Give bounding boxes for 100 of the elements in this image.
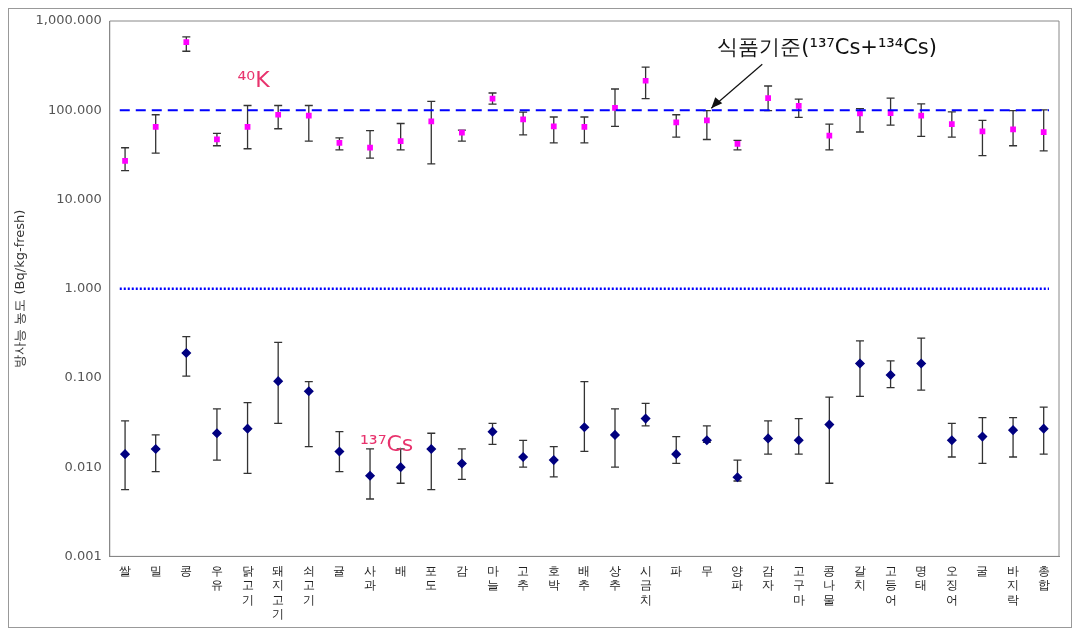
- x-tick-label: 호박: [547, 563, 560, 593]
- point: [885, 370, 896, 380]
- point: [948, 121, 955, 127]
- x-tick-label: 배: [394, 563, 407, 578]
- x-tick-label: 고구마: [792, 563, 805, 607]
- x-tick-label: 명태: [915, 563, 928, 593]
- point: [428, 118, 435, 125]
- x-tick-label: 갈치: [853, 563, 866, 593]
- y-tick-label: 10.000: [56, 190, 102, 206]
- point: [120, 449, 130, 459]
- x-tick-label: 감자: [762, 563, 775, 593]
- x-tick-label: 굴: [976, 563, 989, 578]
- point: [275, 111, 282, 118]
- x-tick-label: 사과: [364, 563, 377, 593]
- x-tick-label: 감: [455, 563, 468, 578]
- point: [610, 430, 620, 440]
- point: [1038, 423, 1049, 434]
- point: [826, 132, 833, 139]
- y-tick-label: 0.010: [64, 458, 102, 474]
- x-tick-label: 고등어: [884, 563, 897, 607]
- y-tick-label: 1,000.000: [35, 12, 102, 28]
- point: [426, 444, 437, 454]
- x-tick-label: 양파: [731, 563, 744, 593]
- x-tick-label: 콩나물: [823, 563, 836, 607]
- point: [150, 444, 161, 454]
- point: [183, 39, 190, 45]
- x-tick-label: 배추: [578, 563, 591, 593]
- point: [365, 471, 375, 481]
- point: [857, 110, 863, 117]
- x-tick-label: 시금치: [639, 563, 652, 607]
- x-tick-label: 쇠고기: [302, 563, 315, 607]
- point: [734, 140, 741, 147]
- x-tick-label: 닭고기: [241, 563, 254, 607]
- x-tick-label: 총합: [1037, 563, 1050, 593]
- x-tick-label: 바지락: [1007, 563, 1020, 607]
- x-tick-label: 쌀: [119, 563, 132, 578]
- point: [732, 472, 743, 483]
- point: [703, 117, 710, 124]
- x-tick-label: 오징어: [945, 563, 958, 607]
- point: [1008, 425, 1018, 435]
- x-tick-label: 포도: [425, 563, 438, 593]
- point: [212, 428, 222, 438]
- point: [640, 413, 651, 424]
- x-tick-label: 고추: [517, 563, 530, 593]
- point: [1010, 126, 1016, 133]
- x-tick-label: 무: [700, 563, 713, 578]
- point: [642, 77, 649, 84]
- point: [793, 435, 804, 446]
- y-tick-label: 0.001: [64, 547, 102, 563]
- y-axis-title: 방사능 농도 (Bq/kg-fresh): [12, 209, 28, 368]
- x-tick-label: 상추: [609, 563, 621, 593]
- point: [673, 119, 680, 126]
- point: [122, 158, 128, 164]
- x-tick-label: 밀: [149, 563, 162, 578]
- series-label: ⁴⁰K: [237, 66, 271, 92]
- point: [765, 95, 771, 101]
- point: [487, 426, 498, 437]
- y-tick-label: 0.100: [64, 369, 102, 385]
- point: [702, 435, 712, 446]
- point: [918, 112, 925, 119]
- point: [395, 462, 406, 472]
- point: [824, 419, 835, 430]
- point: [457, 458, 467, 469]
- point: [947, 435, 957, 446]
- point: [763, 433, 773, 444]
- point: [916, 358, 926, 369]
- point: [549, 455, 559, 465]
- point: [795, 102, 802, 109]
- x-tick-label: 돼지고기: [272, 563, 285, 621]
- point: [518, 452, 528, 462]
- point: [581, 124, 588, 130]
- point: [305, 112, 312, 119]
- x-tick-label: 마늘: [486, 563, 499, 593]
- point: [367, 144, 373, 151]
- point: [242, 423, 253, 434]
- point: [1040, 129, 1047, 135]
- point: [459, 129, 465, 136]
- x-tick-label: 귤: [333, 563, 346, 578]
- point: [979, 128, 986, 135]
- point: [334, 446, 345, 457]
- point: [152, 124, 159, 130]
- x-tick-label: 파: [670, 563, 683, 578]
- series-label: ¹³⁷Cs: [360, 430, 414, 456]
- point: [612, 105, 618, 111]
- y-tick-label: 1.000: [64, 280, 102, 296]
- point: [550, 123, 557, 130]
- point: [273, 376, 283, 386]
- point: [304, 386, 314, 396]
- point: [977, 431, 988, 442]
- point: [244, 124, 251, 130]
- point: [181, 348, 192, 358]
- point: [855, 358, 865, 369]
- point: [397, 138, 404, 145]
- ref-line-label: 식품기준(¹³⁷Cs+¹³⁴Cs): [717, 34, 937, 59]
- point: [336, 140, 343, 146]
- x-tick-label: 콩: [180, 563, 193, 578]
- point: [579, 422, 590, 433]
- x-tick-label: 우유: [210, 563, 223, 593]
- point: [671, 449, 681, 459]
- y-tick-label: 100.000: [48, 101, 102, 117]
